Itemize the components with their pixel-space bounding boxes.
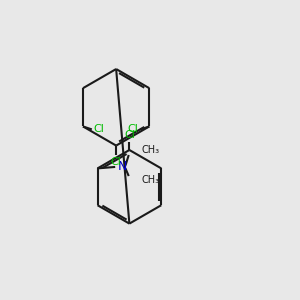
Text: Cl: Cl [124,130,135,140]
Text: CH₃: CH₃ [142,175,160,185]
Text: Cl: Cl [128,124,139,134]
Text: N: N [118,160,127,173]
Text: Cl: Cl [111,157,122,167]
Text: CH₃: CH₃ [142,145,160,155]
Text: Cl: Cl [94,124,105,134]
